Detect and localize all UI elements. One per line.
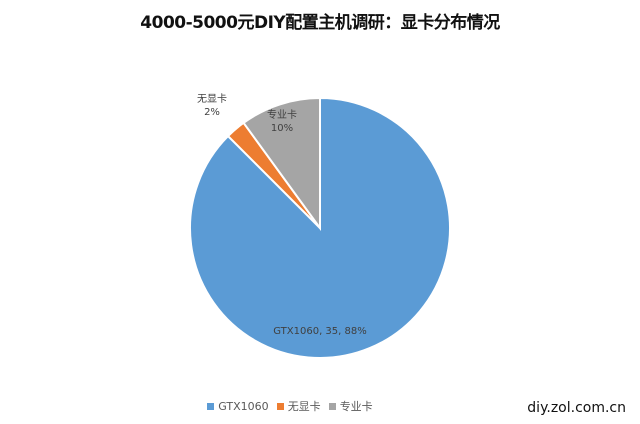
watermark: diy.zol.com.cn bbox=[527, 400, 626, 416]
legend-swatch bbox=[328, 402, 336, 410]
legend-item-gtx1060: GTX1060 bbox=[207, 398, 269, 414]
data-label: 无显卡 bbox=[197, 92, 227, 105]
data-label: 专业卡 bbox=[267, 108, 297, 121]
legend-swatch bbox=[276, 402, 284, 410]
legend-label: 专业卡 bbox=[339, 400, 373, 413]
legend-label: GTX1060 bbox=[218, 399, 269, 413]
slice-pro-card bbox=[242, 96, 321, 232]
data-label: 10% bbox=[271, 123, 293, 134]
legend-item-pro-card: 专业卡 bbox=[328, 398, 373, 414]
chart-title: 4000-5000元DIY配置主机调研：显卡分布情况 bbox=[140, 13, 500, 33]
slice-gtx1060 bbox=[189, 96, 451, 359]
data-label: GTX1060, 35, 88% bbox=[273, 326, 366, 337]
legend-item-no-gpu: 无显卡 bbox=[276, 398, 321, 414]
legend-swatch bbox=[207, 402, 215, 410]
legend: GTX1060 无显卡 专业卡 bbox=[0, 398, 640, 414]
data-label: 2% bbox=[204, 107, 220, 118]
legend-label: 无显卡 bbox=[287, 400, 321, 413]
